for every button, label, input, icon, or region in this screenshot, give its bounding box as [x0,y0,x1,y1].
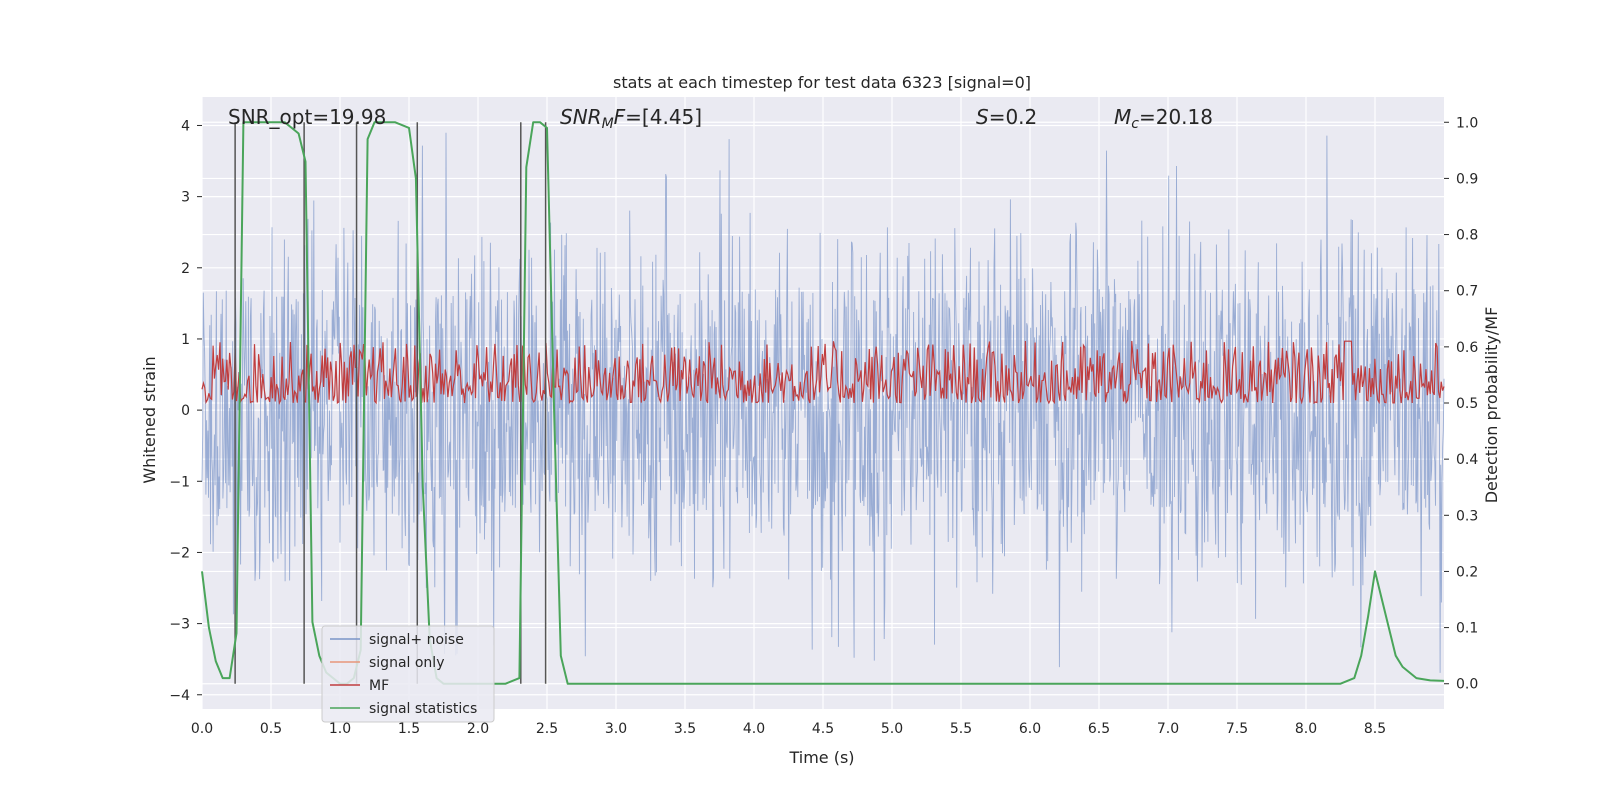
x-tick-label: 8.5 [1364,721,1386,737]
x-tick-label: 5.5 [950,721,972,737]
y-left-tick-label: 4 [181,118,190,134]
x-tick-label: 7.5 [1226,721,1248,737]
legend-entry-mf: MF [330,678,389,694]
chart-title: stats at each timestep for test data 632… [613,73,1031,92]
x-tick-label: 0.5 [260,721,282,737]
x-tick-label: 6.5 [1088,721,1110,737]
y-right-tick-label: 0.9 [1456,171,1478,187]
x-tick-label: 3.5 [674,721,696,737]
x-axis: 0.0 0.5 1.0 1.5 2.0 2.5 3.0 3.5 4.0 4.5 5.0 5.5 6.0 6… [191,721,1386,737]
y-right-tick-label: 1.0 [1456,115,1478,131]
svg-text:MF: MF [369,678,389,694]
y-left-tick-label: −4 [169,688,190,704]
y-left-tick-label: 3 [181,190,190,206]
legend-entry-signal-statistics: signal statistics [330,701,477,717]
y-left-tick-label: 1 [181,332,190,348]
svg-text:signal only: signal only [369,655,444,671]
annotation-mc: Mc=20.18 [1114,105,1213,132]
legend-entry-signal-noise: signal+ noise [330,632,464,648]
y-left-tick-label: −2 [169,545,190,561]
y-left-tick-label: −1 [169,474,190,490]
legend-entry-signal-only: signal only [330,655,444,671]
legend: signal+ noise signal only MF signal stat… [321,625,495,723]
x-tick-label: 8.0 [1295,721,1317,737]
y-right-tick-label: 0.0 [1456,677,1478,693]
y-right-tick-label: 0.5 [1456,396,1478,412]
x-tick-label: 4.0 [743,721,765,737]
y-axis-left-title: Whitened strain [140,356,159,483]
y-right-tick-label: 0.1 [1456,621,1478,637]
y-right-tick-label: 0.8 [1456,228,1478,244]
annotation-snr-opt: SNR_opt=19.98 [228,105,386,129]
signal-noise-series [201,132,1445,673]
y-left-tick-label: 2 [181,261,190,277]
x-tick-label: 1.0 [329,721,351,737]
x-tick-label: 7.0 [1157,721,1179,737]
x-tick-label: 2.5 [536,721,558,737]
x-tick-label: 1.5 [398,721,420,737]
x-tick-label: 2.0 [467,721,489,737]
mf-line [201,340,1445,406]
y-right-tick-label: 0.4 [1456,452,1478,468]
x-tick-label: 6.0 [1019,721,1041,737]
mf-series [201,340,1445,406]
y-axis-left: 4 3 2 1 0 −1 −2 −3 −4 [169,118,202,704]
signal-noise-line [201,132,1445,673]
annotation-snr-mf: SNRMF=[4.45] [560,105,702,132]
y-axis-right: 1.0 0.9 0.8 0.7 0.6 0.5 0.4 0.3 0.2 0.1 0.0 [1444,115,1478,693]
x-tick-label: 0.0 [191,721,213,737]
y-right-tick-label: 0.6 [1456,340,1478,356]
y-right-tick-label: 0.2 [1456,564,1478,580]
y-axis-right-title: Detection probability/MF [1482,307,1501,504]
x-axis-title: Time (s) [788,748,854,767]
y-left-tick-label: −3 [169,617,190,633]
y-left-tick-label: 0 [181,403,190,419]
svg-text:signal statistics: signal statistics [369,701,477,717]
x-tick-label: 5.0 [881,721,903,737]
svg-text:signal+ noise: signal+ noise [369,632,464,648]
x-tick-label: 3.0 [605,721,627,737]
x-tick-label: 4.5 [812,721,834,737]
y-right-tick-label: 0.3 [1456,508,1478,524]
y-right-tick-label: 0.7 [1456,284,1478,300]
annotation-s: S=0.2 [976,105,1037,129]
